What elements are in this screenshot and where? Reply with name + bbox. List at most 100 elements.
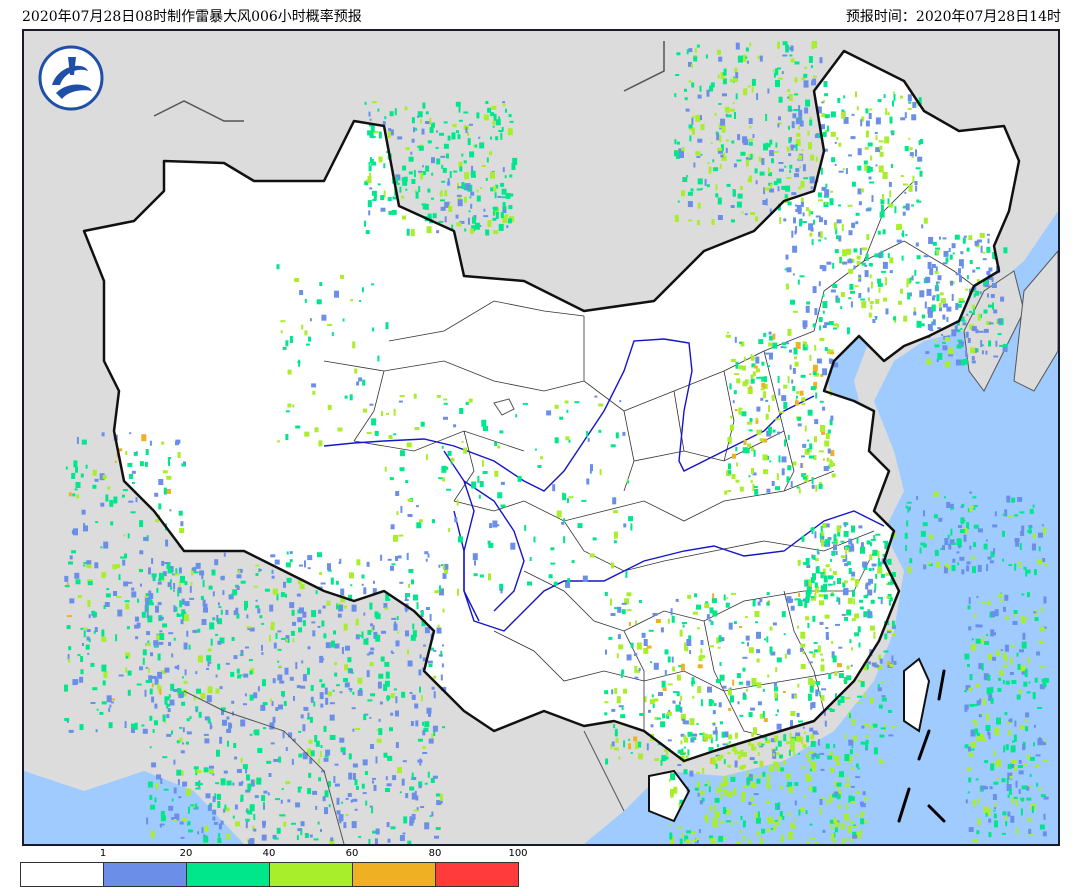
probability-pixel [157, 671, 163, 679]
probability-pixel [351, 821, 357, 829]
probability-pixel [410, 229, 415, 237]
probability-pixel [1004, 509, 1008, 517]
probability-pixel [722, 93, 727, 97]
probability-pixel [891, 624, 896, 629]
legend-tick-label: 100 [508, 848, 528, 859]
probability-pixel [320, 829, 322, 832]
probability-pixel [791, 192, 797, 196]
probability-pixel [735, 42, 740, 50]
probability-pixel [402, 215, 406, 220]
probability-pixel [720, 118, 726, 126]
probability-pixel [81, 439, 87, 445]
probability-pixel [391, 563, 396, 566]
probability-pixel [217, 838, 222, 843]
probability-pixel [339, 691, 343, 694]
probability-pixel [704, 784, 708, 787]
probability-pixel [174, 573, 180, 576]
probability-pixel [824, 540, 829, 547]
probability-pixel [700, 640, 704, 645]
probability-pixel [919, 290, 925, 298]
probability-pixel [480, 187, 483, 189]
probability-pixel [978, 330, 984, 333]
probability-pixel [656, 717, 661, 720]
probability-pixel [833, 327, 837, 330]
probability-pixel [790, 711, 796, 716]
probability-pixel [68, 561, 73, 565]
probability-pixel [877, 550, 880, 558]
probability-pixel [808, 455, 814, 459]
probability-pixel [831, 550, 836, 556]
probability-pixel [721, 789, 724, 792]
probability-pixel [289, 336, 293, 343]
probability-pixel [441, 465, 447, 473]
probability-pixel [769, 139, 773, 145]
probability-pixel [411, 772, 414, 780]
china-landmass [84, 51, 1019, 821]
probability-pixel [372, 199, 377, 201]
probability-pixel [883, 540, 889, 543]
probability-pixel [845, 697, 851, 700]
probability-pixel [382, 121, 386, 126]
probability-pixel [993, 781, 999, 785]
probability-pixel [865, 208, 871, 212]
probability-pixel [101, 701, 107, 705]
probability-pixel [752, 803, 756, 806]
probability-pixel [848, 568, 852, 574]
probability-pixel [822, 310, 825, 314]
probability-pixel [749, 757, 755, 761]
probability-pixel [783, 218, 787, 222]
probability-pixel [873, 535, 876, 541]
probability-pixel [338, 814, 344, 822]
probability-pixel [126, 626, 130, 630]
probability-pixel [1008, 788, 1012, 795]
probability-pixel [320, 745, 323, 748]
probability-pixel [90, 662, 95, 667]
probability-pixel [110, 521, 114, 526]
probability-pixel [873, 589, 876, 593]
probability-pixel [479, 142, 485, 149]
probability-pixel [1016, 694, 1021, 700]
probability-pixel [740, 749, 744, 757]
probability-pixel [720, 154, 724, 158]
probability-pixel [812, 323, 816, 328]
probability-pixel [1011, 797, 1014, 804]
probability-pixel [368, 165, 372, 172]
probability-pixel [887, 253, 890, 259]
probability-pixel [802, 344, 808, 351]
probability-pixel [802, 221, 807, 223]
probability-pixel [868, 263, 873, 266]
probability-pixel [250, 779, 255, 787]
probability-pixel [637, 669, 641, 673]
probability-pixel [732, 744, 737, 752]
probability-pixel [168, 694, 171, 699]
probability-pixel [83, 630, 86, 638]
probability-pixel [826, 799, 829, 805]
probability-pixel [723, 837, 726, 839]
probability-pixel [805, 810, 808, 815]
probability-pixel [752, 371, 756, 377]
probability-pixel [973, 308, 975, 315]
probability-pixel [1006, 784, 1012, 791]
probability-pixel [621, 706, 624, 711]
probability-pixel [131, 726, 135, 733]
probability-pixel [1003, 343, 1008, 347]
probability-pixel [240, 794, 244, 802]
probability-pixel [508, 114, 512, 118]
probability-pixel [154, 678, 159, 685]
probability-pixel [443, 398, 448, 401]
probability-pixel [977, 818, 981, 826]
probability-pixel [340, 274, 344, 279]
forecast-map[interactable] [22, 29, 1060, 846]
legend-swatch-60-80 [352, 862, 436, 887]
probability-pixel [422, 730, 426, 736]
probability-pixel [829, 709, 835, 712]
probability-pixel [937, 327, 942, 330]
probability-pixel [808, 142, 812, 150]
probability-pixel [761, 382, 766, 388]
probability-pixel [945, 563, 949, 568]
probability-pixel [302, 752, 308, 760]
probability-pixel [762, 454, 768, 461]
probability-pixel [529, 557, 532, 561]
probability-pixel [879, 151, 884, 157]
probability-pixel [290, 630, 295, 636]
